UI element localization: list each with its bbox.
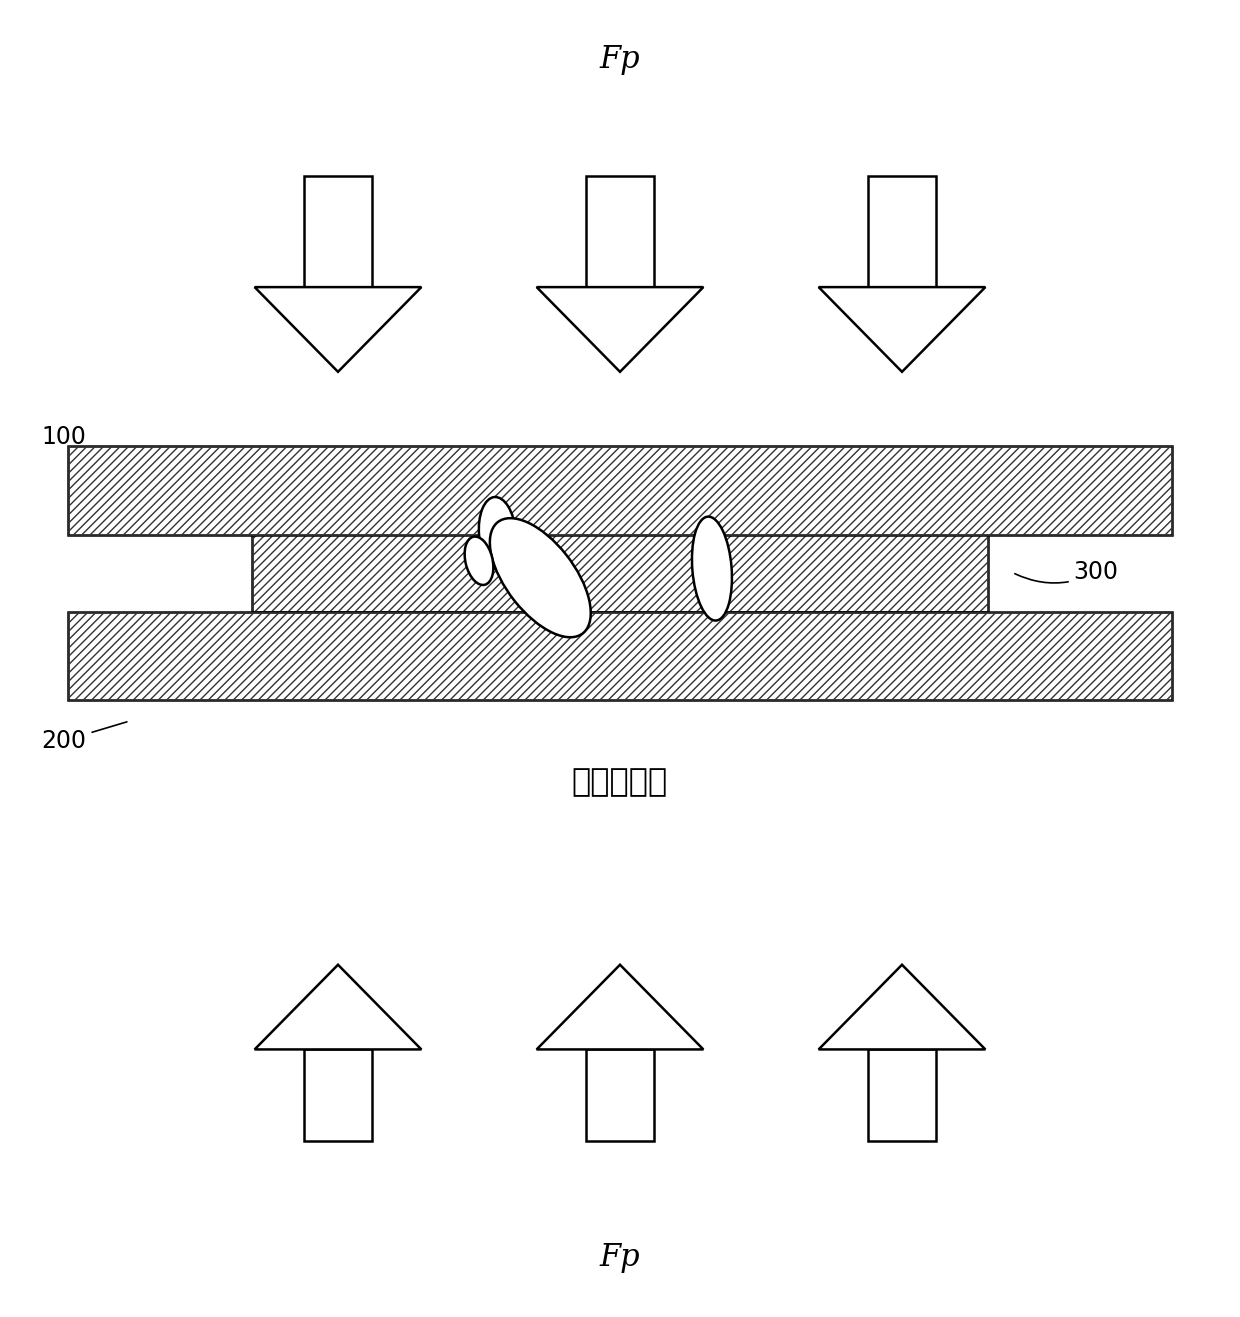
Bar [68,446,1172,535]
Text: 100: 100 [42,425,126,464]
Polygon shape [537,965,703,1050]
Text: 320: 320 [725,454,796,532]
Ellipse shape [465,536,494,585]
Text: 封框胶区域: 封框胶区域 [572,766,668,798]
Polygon shape [818,965,986,1050]
Polygon shape [868,176,936,287]
Bar [252,533,988,611]
Text: 200: 200 [42,722,126,752]
Ellipse shape [490,518,590,637]
Bar [68,611,1172,701]
Ellipse shape [479,497,516,570]
Polygon shape [585,1050,655,1141]
Text: Fp: Fp [600,1242,640,1274]
Polygon shape [254,287,422,371]
Text: Fp: Fp [600,43,640,75]
Polygon shape [585,176,655,287]
Text: 300: 300 [1014,561,1118,585]
Ellipse shape [692,516,732,620]
Polygon shape [818,287,986,371]
Polygon shape [304,1050,372,1141]
Bar [68,446,1172,535]
Bar [68,611,1172,701]
Polygon shape [537,287,703,371]
Text: 310: 310 [500,454,544,532]
Bar [252,533,988,611]
Polygon shape [868,1050,936,1141]
Polygon shape [254,965,422,1050]
Polygon shape [304,176,372,287]
